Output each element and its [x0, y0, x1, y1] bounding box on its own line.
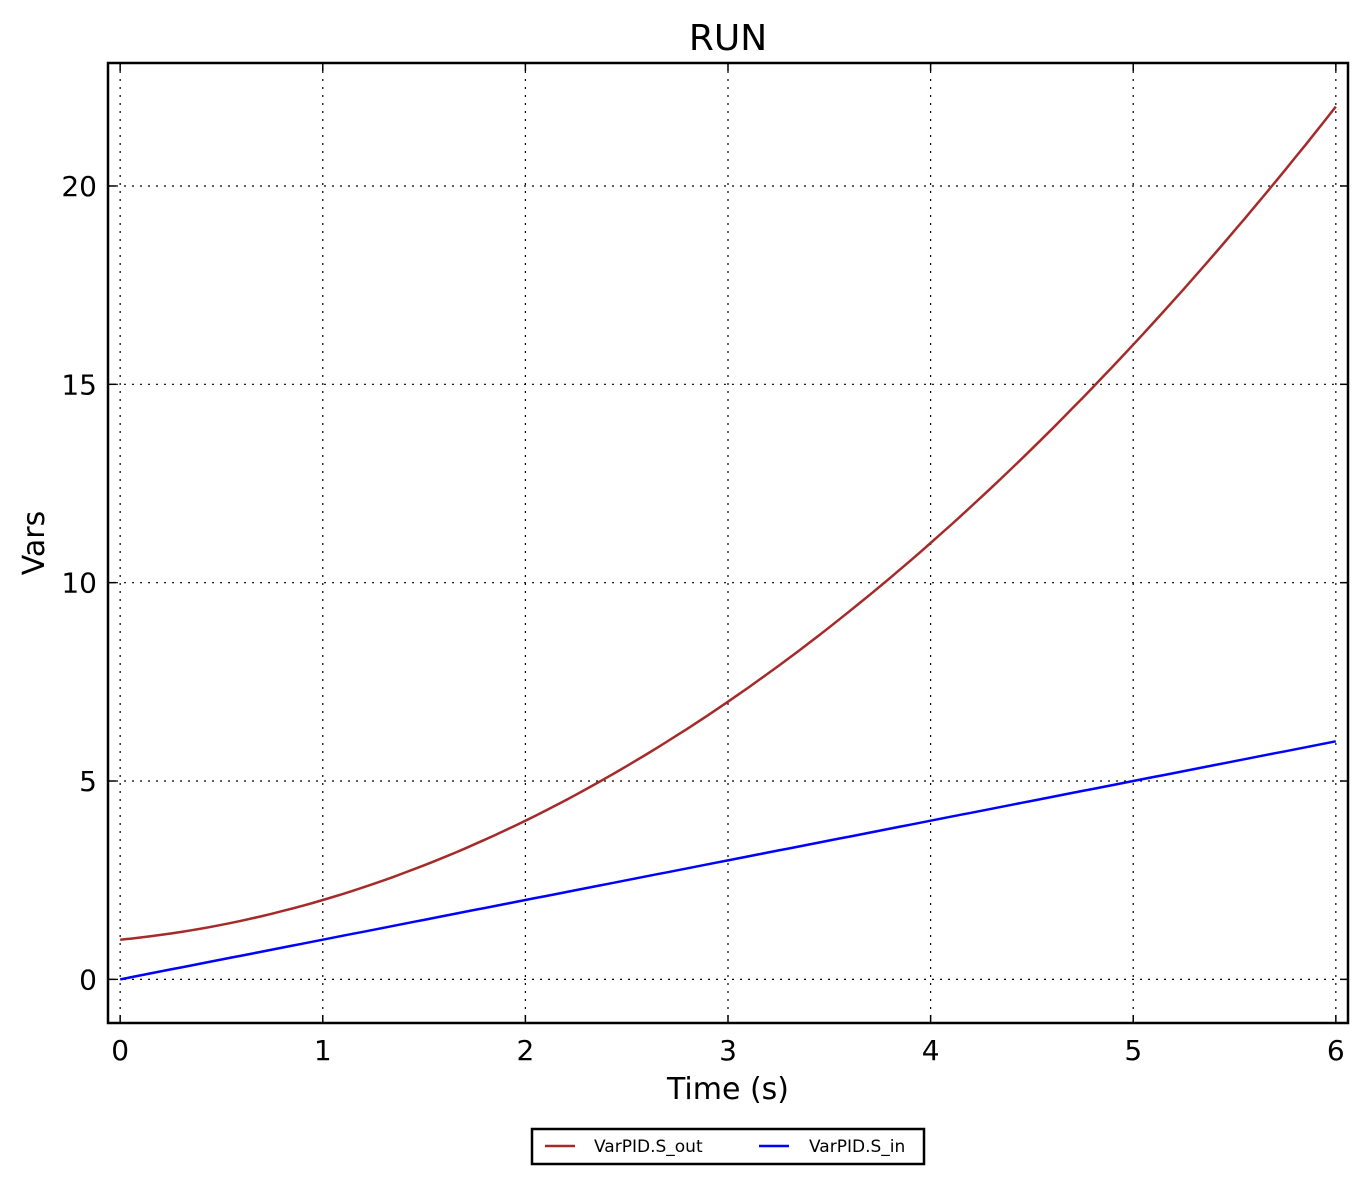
series-lines — [119, 105, 1337, 981]
x-tick-label: 3 — [719, 1034, 737, 1067]
x-tick-label: 6 — [1327, 1034, 1345, 1067]
x-tick-label: 1 — [314, 1034, 332, 1067]
y-axis-label: Vars — [17, 511, 52, 576]
y-tick-label: 20 — [61, 170, 97, 203]
y-tick-label: 10 — [61, 567, 97, 600]
legend: VarPID.S_out VarPID.S_in — [530, 1127, 926, 1166]
chart-title: RUN — [689, 18, 767, 59]
x-tick-label: 2 — [516, 1034, 534, 1067]
grid — [108, 63, 1348, 1023]
x-axis-label: Time (s) — [666, 1072, 789, 1107]
legend-label-s-in: VarPID.S_in — [809, 1137, 905, 1157]
legend-label-s-out: VarPID.S_out — [594, 1137, 703, 1157]
x-tick-label: 0 — [111, 1034, 129, 1067]
legend-frame — [530, 1127, 926, 1166]
axis-ticks: 0 1 2 3 4 5 6 0 5 10 15 20 — [61, 63, 1348, 1067]
y-tick-label: 5 — [79, 765, 97, 798]
y-tick-label: 0 — [79, 963, 97, 996]
x-tick-label: 5 — [1124, 1034, 1142, 1067]
x-tick-label: 4 — [922, 1034, 940, 1067]
series-line-varpid-s-in — [119, 740, 1337, 981]
series-line-varpid-s-out — [120, 105, 1337, 941]
y-tick-label: 15 — [61, 368, 97, 401]
